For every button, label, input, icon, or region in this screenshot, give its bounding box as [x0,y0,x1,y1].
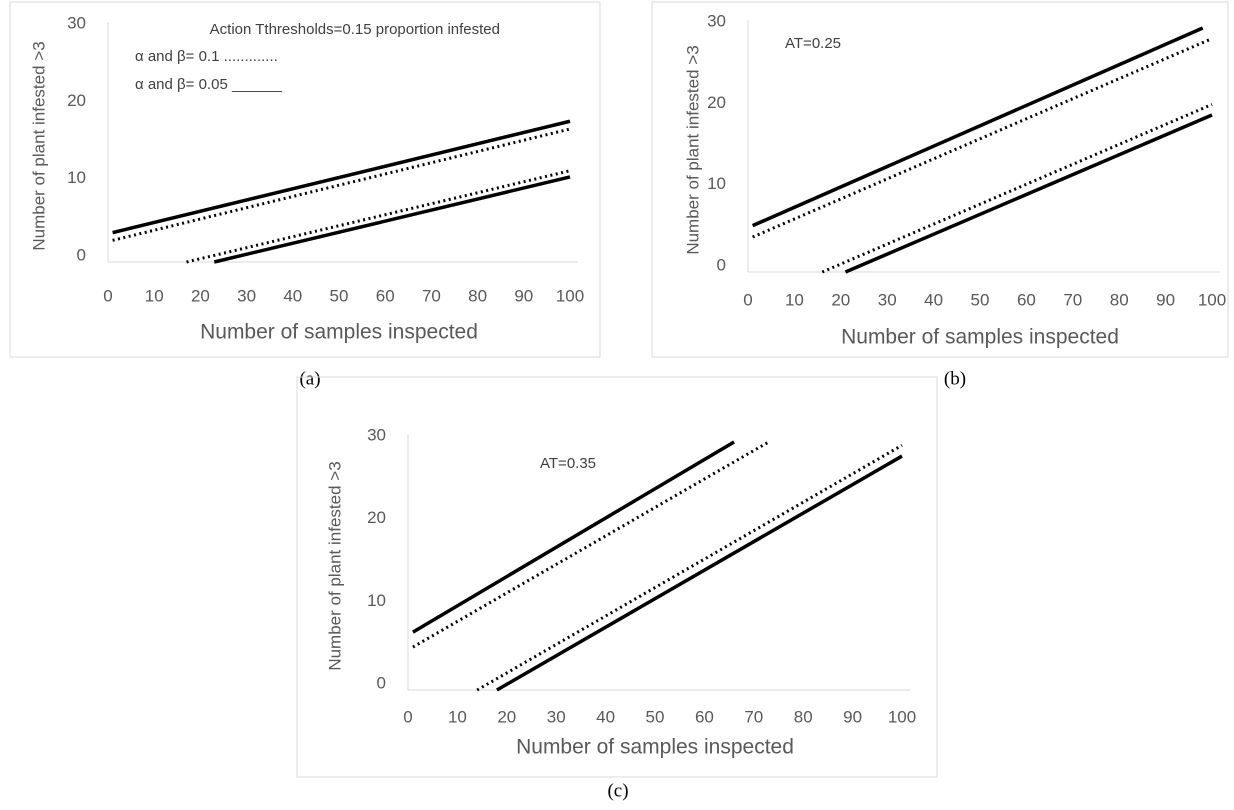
x-tick-label: 10 [785,290,804,309]
x-tick-label: 50 [330,286,349,305]
data-line [844,113,1213,274]
x-tick-label: 10 [448,707,467,726]
data-line [112,119,571,235]
x-tick-label: 80 [468,286,487,305]
x-tick-label: 60 [376,286,395,305]
x-tick-label: 70 [422,286,441,305]
data-line [412,440,735,634]
data-line [213,175,571,264]
y-tick-label: 0 [77,245,86,264]
x-tick-label: 40 [283,286,302,305]
x-tick-label: 80 [794,707,813,726]
panel-caption: (b) [944,368,966,389]
x-tick-label: 60 [695,707,714,726]
x-tick-label: 30 [878,290,897,309]
x-tick-label: 90 [843,707,862,726]
annotation: AT=0.35 [540,455,596,472]
annotation: α and β= 0.05 ______ [135,76,283,93]
x-tick-label: 100 [888,707,916,726]
y-axis-title: Number of plant infested >3 [325,461,344,670]
panel-frame [9,1,601,358]
x-tick-label: 30 [547,707,566,726]
x-tick-label: 10 [145,286,164,305]
y-tick-label: 20 [707,93,726,112]
data-line [112,127,571,242]
x-tick-label: 0 [743,290,752,309]
y-tick-label: 20 [67,91,86,110]
x-tick-label: 90 [514,286,533,305]
data-line [476,444,903,692]
y-axis-title: Number of plant infested >3 [683,45,702,254]
x-tick-label: 70 [1063,290,1082,309]
x-tick-label: 20 [191,286,210,305]
x-tick-label: 40 [596,707,615,726]
panel-frame [296,376,938,778]
data-line [752,37,1213,239]
x-tick-label: 60 [1017,290,1036,309]
y-tick-label: 10 [707,174,726,193]
y-tick-label: 10 [367,591,386,610]
y-tick-label: 0 [717,255,726,274]
panel-frame [651,1,1229,358]
x-tick-label: 0 [103,286,112,305]
panel-caption: (c) [607,780,628,801]
x-tick-label: 100 [1198,290,1226,309]
x-tick-label: 40 [924,290,943,309]
panel-caption: (a) [299,368,320,389]
x-tick-label: 50 [646,707,665,726]
y-tick-label: 30 [67,13,86,32]
annotation: α and β= 0.1 ............. [135,48,278,65]
data-line [751,26,1204,228]
annotation: AT=0.25 [785,35,841,52]
y-tick-label: 10 [67,168,86,187]
y-tick-label: 30 [367,425,386,444]
x-tick-label: 30 [237,286,256,305]
y-tick-label: 20 [367,508,386,527]
data-line [496,454,903,692]
y-axis-title: Number of plant infested >3 [29,41,48,250]
x-tick-label: 0 [403,707,412,726]
annotation: Action Tthresholds=0.15 proportion infes… [210,21,500,38]
x-axis-title: Number of samples inspected [841,326,1119,349]
x-tick-label: 80 [1110,290,1129,309]
x-tick-label: 20 [831,290,850,309]
x-tick-label: 100 [556,286,584,305]
x-axis-title: Number of samples inspected [200,321,478,344]
data-line [821,103,1213,274]
x-tick-label: 70 [744,707,763,726]
x-tick-label: 20 [497,707,516,726]
data-line [186,169,571,264]
x-axis-title: Number of samples inspected [516,736,794,759]
y-tick-label: 30 [707,11,726,30]
x-tick-label: 50 [971,290,990,309]
data-line [412,440,770,649]
y-tick-label: 0 [377,673,386,692]
x-tick-label: 90 [1156,290,1175,309]
